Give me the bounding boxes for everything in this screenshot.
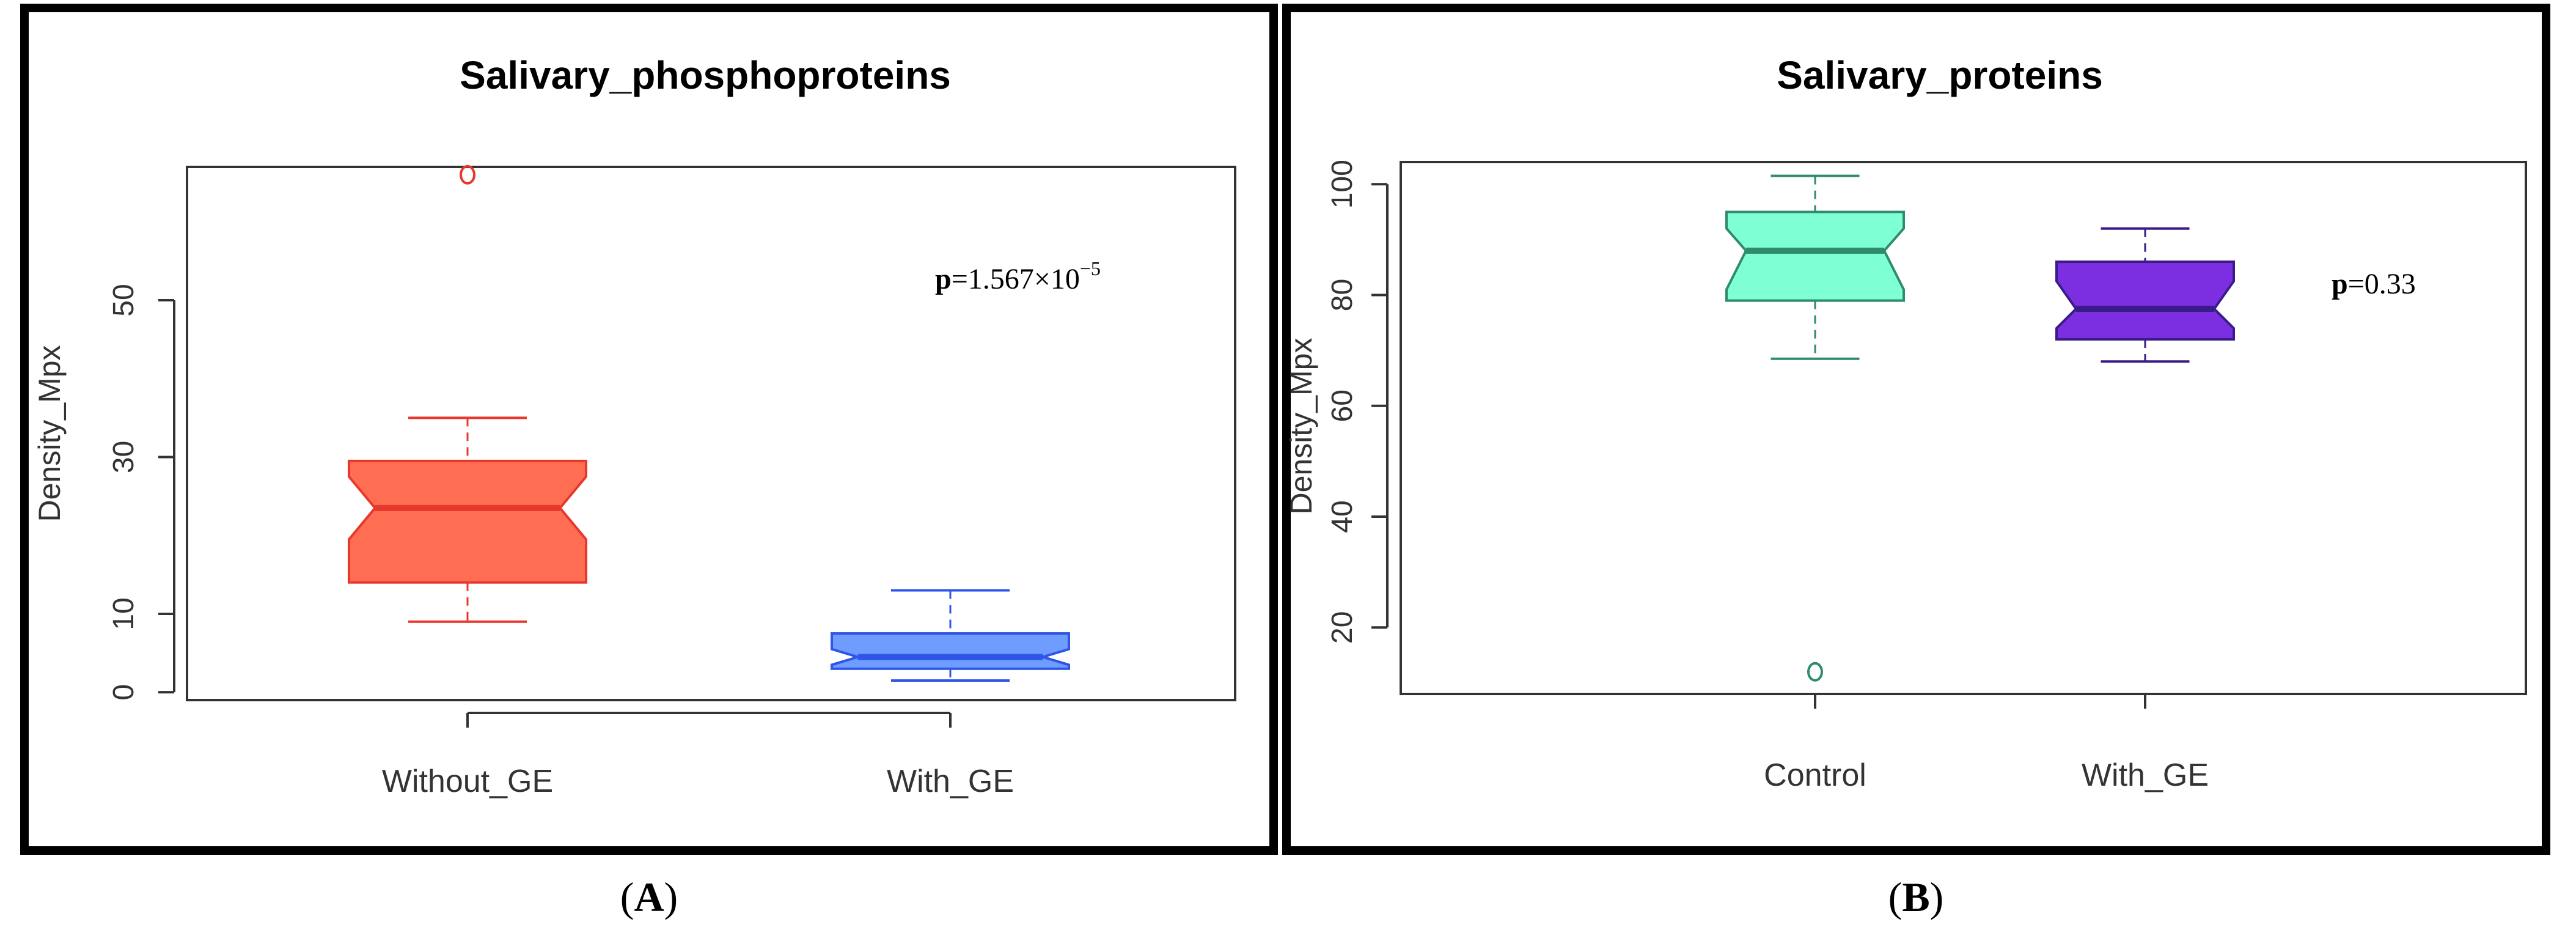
x-tick-label: With_GE <box>887 764 1014 799</box>
box-body <box>348 459 587 584</box>
y-tick-label: 0 <box>108 684 140 701</box>
chart-a-title: Salivary_phosphoproteins <box>460 53 951 97</box>
y-tick-label: 80 <box>1326 279 1359 311</box>
chart-a-p-bold: p <box>935 263 952 295</box>
chart-b-y-axis: 20 40 60 80 100 <box>1326 160 1389 644</box>
chart-b: Salivary_proteins Density_Mpx 20 40 60 80 10… <box>1284 53 2527 793</box>
x-tick-label: Without_GE <box>382 764 553 799</box>
chart-b-title: Salivary_proteins <box>1777 53 2103 97</box>
panel-b-letter: (B) <box>1888 874 1944 920</box>
chart-a-p-value: =1.567×10 <box>952 263 1080 295</box>
y-tick-label: 40 <box>1326 500 1359 533</box>
y-tick-label: 10 <box>108 597 140 630</box>
chart-b-p-value: =0.33 <box>2348 268 2416 300</box>
panel-a-frame <box>20 4 1278 855</box>
y-tick-label: 30 <box>108 441 140 473</box>
chart-b-y-axis-label: Density_Mpx <box>1284 338 1318 515</box>
box-body <box>1725 210 1905 302</box>
panel-b-letter-value: B <box>1902 874 1929 920</box>
chart-b-boxes <box>1725 174 2235 682</box>
chart-a-boxes <box>348 164 1070 682</box>
chart-a-p-annotation: p=1.567×10−5 <box>935 257 1101 295</box>
y-tick-label: 50 <box>108 284 140 316</box>
box-with-ge <box>831 589 1070 682</box>
outlier-point <box>460 164 475 185</box>
chart-b-p-annotation: p=0.33 <box>2332 268 2416 300</box>
x-tick-label: Control <box>1764 758 1866 793</box>
y-tick-label: 100 <box>1326 160 1359 209</box>
y-tick-label: 20 <box>1326 611 1359 644</box>
box-without-ge <box>348 164 587 623</box>
chart-b-p-bold: p <box>2332 268 2348 300</box>
chart-a-p-exponent: −5 <box>1080 257 1101 279</box>
box-with-ge <box>2055 227 2235 363</box>
box-body <box>831 632 1070 670</box>
box-body <box>2055 260 2235 341</box>
chart-a: Salivary_phosphoproteins Density_Mpx 0 10… <box>32 53 1236 799</box>
chart-a-y-axis: 0 10 30 50 <box>108 284 175 701</box>
chart-b-x-axis: Control With_GE <box>1764 693 2209 793</box>
box-control <box>1725 174 1905 682</box>
panel-b-frame <box>1282 4 2550 855</box>
panel-a-letter: (A) <box>620 874 678 920</box>
chart-a-plot-frame <box>186 166 1236 701</box>
x-tick-label: With_GE <box>2082 758 2209 793</box>
panel-a-letter-value: A <box>634 874 664 920</box>
chart-a-y-axis-label: Density_Mpx <box>32 345 67 522</box>
outlier-point <box>1807 662 1823 682</box>
chart-a-x-axis: Without_GE With_GE <box>382 712 1014 799</box>
y-tick-label: 60 <box>1326 389 1359 422</box>
